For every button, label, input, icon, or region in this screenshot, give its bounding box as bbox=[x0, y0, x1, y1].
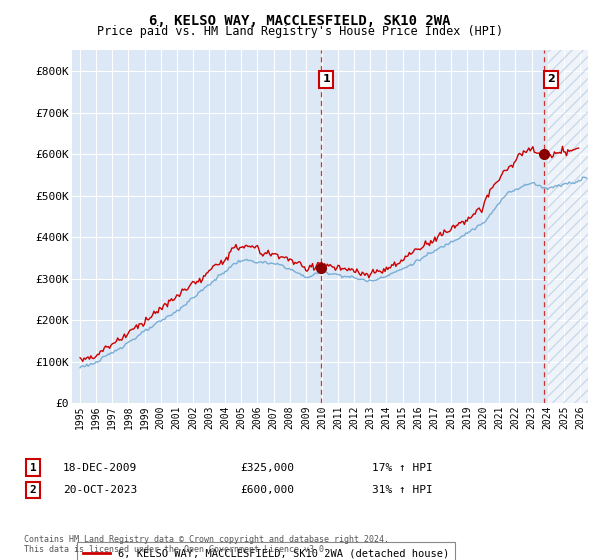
Text: 17% ↑ HPI: 17% ↑ HPI bbox=[372, 463, 433, 473]
Bar bbox=[548, 50, 600, 403]
Text: 31% ↑ HPI: 31% ↑ HPI bbox=[372, 485, 433, 495]
Text: 20-OCT-2023: 20-OCT-2023 bbox=[63, 485, 137, 495]
Text: 2: 2 bbox=[29, 485, 37, 495]
Text: 6, KELSO WAY, MACCLESFIELD, SK10 2WA: 6, KELSO WAY, MACCLESFIELD, SK10 2WA bbox=[149, 14, 451, 28]
Text: Price paid vs. HM Land Registry's House Price Index (HPI): Price paid vs. HM Land Registry's House … bbox=[97, 25, 503, 38]
Legend: 6, KELSO WAY, MACCLESFIELD, SK10 2WA (detached house), HPI: Average price, detac: 6, KELSO WAY, MACCLESFIELD, SK10 2WA (de… bbox=[77, 543, 455, 560]
Text: 1: 1 bbox=[322, 74, 330, 85]
Text: £325,000: £325,000 bbox=[240, 463, 294, 473]
Text: 2: 2 bbox=[547, 74, 554, 85]
Text: £600,000: £600,000 bbox=[240, 485, 294, 495]
Bar bbox=[548, 50, 600, 403]
Text: Contains HM Land Registry data © Crown copyright and database right 2024.
This d: Contains HM Land Registry data © Crown c… bbox=[24, 535, 389, 554]
Text: 18-DEC-2009: 18-DEC-2009 bbox=[63, 463, 137, 473]
Text: 1: 1 bbox=[29, 463, 37, 473]
